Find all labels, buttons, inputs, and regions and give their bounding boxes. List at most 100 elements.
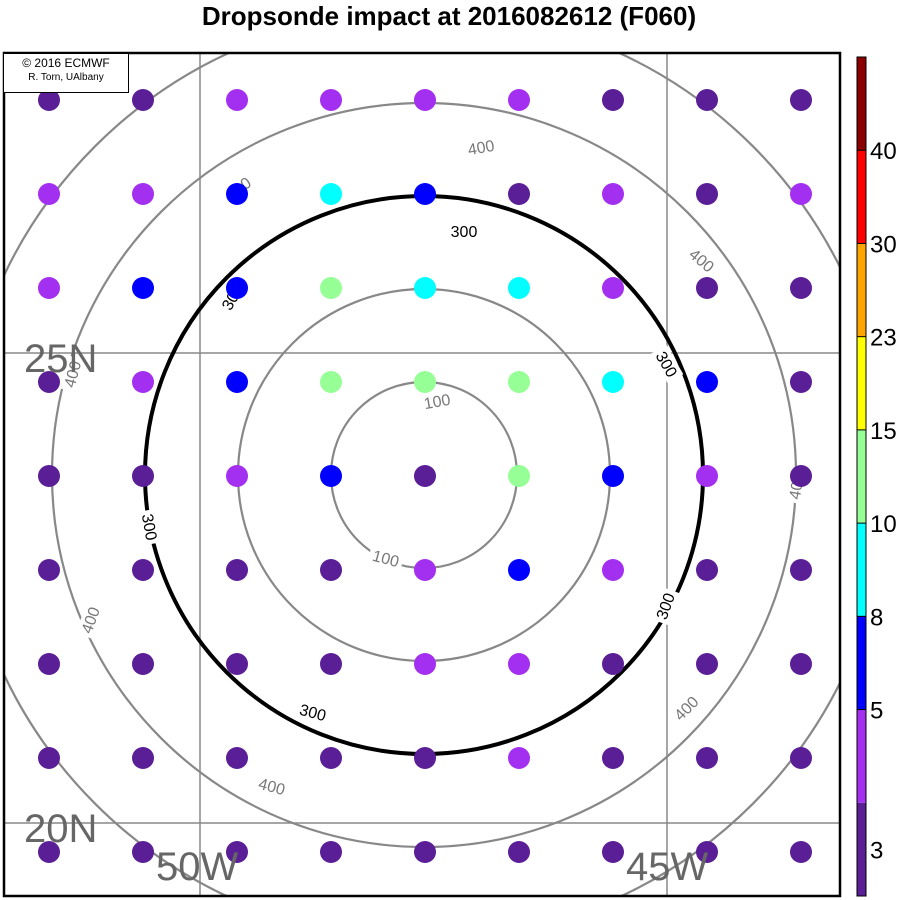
impact-dot (38, 277, 60, 299)
impact-dot (696, 559, 718, 581)
impact-dot (414, 747, 436, 769)
lat-label: 25N (24, 337, 97, 381)
impact-dot (38, 89, 60, 111)
impact-dot (38, 371, 60, 393)
impact-dot (508, 277, 530, 299)
credit-line-1: © 2016 ECMWF (22, 56, 110, 70)
svg-text:400: 400 (467, 138, 496, 159)
colorbar-segment (857, 523, 866, 617)
contour-label: 400 (683, 242, 721, 278)
colorbar: 3 5 8 10 15 23 30 40 (856, 56, 897, 897)
colorbar-tick-label: 3 (870, 837, 883, 864)
colorbar-tick-label: 30 (870, 231, 897, 258)
impact-dot (790, 277, 812, 299)
colorbar-segment (857, 616, 866, 710)
impact-dot (696, 89, 718, 111)
colorbar-segment (857, 243, 866, 337)
impact-dot (320, 465, 342, 487)
impact-dot (226, 465, 248, 487)
impact-dot (414, 371, 436, 393)
impact-dot (696, 747, 718, 769)
impact-dot (602, 747, 624, 769)
colorbar-tick-label: 10 (870, 511, 897, 538)
impact-dots (38, 89, 812, 863)
impact-dot (320, 747, 342, 769)
svg-text:300: 300 (451, 224, 478, 241)
impact-dot (414, 183, 436, 205)
impact-dot (508, 653, 530, 675)
credit-box: © 2016 ECMWF R. Torn, UAlbany (3, 53, 129, 93)
credit-line-2: R. Torn, UAlbany (28, 72, 104, 83)
impact-dot (790, 89, 812, 111)
impact-dot (414, 841, 436, 863)
impact-dot (790, 559, 812, 581)
impact-dot (696, 277, 718, 299)
impact-dot (320, 277, 342, 299)
contour-label: 400 (75, 600, 105, 640)
impact-dot (320, 89, 342, 111)
contour-label: 300 (447, 222, 481, 241)
colorbar-segment (857, 429, 866, 524)
impact-dot (508, 465, 530, 487)
impact-dot (132, 371, 154, 393)
impact-dot (320, 653, 342, 675)
impact-dot (320, 559, 342, 581)
colorbar-segment (857, 709, 866, 803)
impact-dot (38, 559, 60, 581)
colorbar-segment (857, 57, 866, 151)
svg-text:300: 300 (138, 513, 159, 542)
contour-label: 300 (650, 586, 680, 626)
impact-dot (602, 465, 624, 487)
svg-text:300: 300 (298, 702, 328, 725)
impact-dot (508, 89, 530, 111)
colorbar-segment (857, 802, 866, 896)
contour-label: 300 (138, 508, 162, 546)
impact-dot (790, 841, 812, 863)
svg-text:400: 400 (257, 776, 287, 799)
colorbar-tick-label: 40 (870, 138, 897, 165)
impact-dot (790, 371, 812, 393)
impact-dot (602, 559, 624, 581)
impact-dot (414, 89, 436, 111)
impact-dot (602, 89, 624, 111)
impact-dot (38, 653, 60, 675)
colorbar-tick-label: 8 (870, 604, 883, 631)
svg-text:100: 100 (423, 392, 452, 413)
contour-label: 100 (367, 544, 405, 571)
chart-title: Dropsonde impact at 2016082612 (F060) (201, 1, 697, 31)
impact-dot (790, 653, 812, 675)
impact-dot (132, 277, 154, 299)
impact-dot (320, 183, 342, 205)
colorbar-segment (857, 336, 866, 430)
impact-dot (226, 841, 248, 863)
geo-labels: 25N 20N 50W 45W (24, 337, 708, 889)
impact-dot (508, 747, 530, 769)
impact-dot (414, 465, 436, 487)
impact-dot (696, 653, 718, 675)
impact-dot (38, 183, 60, 205)
map-frame (2, 51, 842, 898)
colorbar-tick-label: 15 (870, 418, 897, 445)
svg-text:300: 300 (654, 591, 679, 622)
impact-dot (226, 183, 248, 205)
contours: 1001003003003003003003004004004004004004… (4, 53, 840, 896)
contour-label: 400 (667, 689, 705, 727)
impact-dot (38, 841, 60, 863)
impact-dot (508, 559, 530, 581)
lon-label: 45W (626, 845, 708, 889)
impact-dot (132, 747, 154, 769)
impact-dot (132, 465, 154, 487)
impact-dot (602, 653, 624, 675)
impact-dot (132, 183, 154, 205)
impact-dot (696, 841, 718, 863)
impact-dot (508, 371, 530, 393)
impact-dot (602, 183, 624, 205)
impact-dot (226, 653, 248, 675)
impact-dot (132, 653, 154, 675)
lat-label: 20N (24, 807, 97, 851)
contour-label: 400 (462, 135, 500, 159)
impact-dot (414, 277, 436, 299)
impact-dot (414, 559, 436, 581)
impact-dot (790, 747, 812, 769)
impact-dot (320, 841, 342, 863)
